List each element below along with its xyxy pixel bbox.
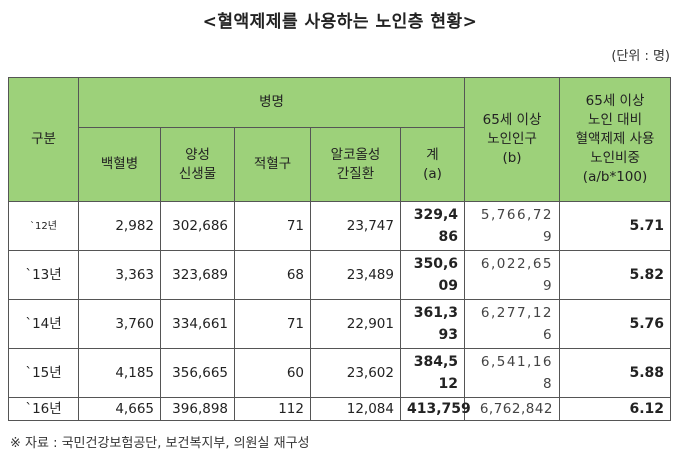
header-elderly-population: 65세 이상 노인인구 (b)	[464, 77, 561, 202]
cell-alcoholic-liver: 12,084	[310, 397, 401, 421]
cell-total: 350,609	[399, 250, 466, 300]
header-ratio: 65세 이상 노인 대비 혈액제제 사용 노인비중 (a/b*100)	[559, 77, 672, 202]
cell-benign-neoplasm: 396,898	[160, 397, 235, 421]
cell-leukemia: 2,982	[78, 201, 161, 251]
table-row: `12년 2,982 302,686 71 23,747 329,486 5,7…	[8, 201, 672, 251]
cell-ratio: 5.76	[559, 299, 672, 349]
header-category: 구분	[8, 77, 79, 202]
cell-population: 6,277,126	[464, 299, 561, 349]
cell-population: 6,022,659	[464, 250, 561, 300]
header-total: 계 (a)	[399, 127, 466, 202]
cell-total: 329,486	[399, 201, 466, 251]
cell-population: 5,766,729	[464, 201, 561, 251]
cell-benign-neoplasm: 323,689	[160, 250, 235, 300]
cell-leukemia: 3,760	[78, 299, 161, 349]
cell-leukemia: 3,363	[78, 250, 161, 300]
header-rbc: 적혈구	[234, 127, 311, 202]
cell-year: `15년	[8, 348, 79, 398]
table-row: `14년 3,760 334,661 71 22,901 361,393 6,2…	[8, 299, 672, 349]
cell-year: `16년	[8, 397, 79, 421]
cell-benign-neoplasm: 302,686	[160, 201, 235, 251]
cell-ratio: 5.88	[559, 348, 672, 398]
cell-year: `14년	[8, 299, 79, 349]
table-row: `15년 4,185 356,665 60 23,602 384,512 6,5…	[8, 348, 672, 398]
header-leukemia: 백혈병	[78, 127, 161, 202]
cell-leukemia: 4,665	[78, 397, 161, 421]
cell-alcoholic-liver: 23,489	[310, 250, 401, 300]
table-row: `16년 4,665 396,898 112 12,084 413,759 6,…	[8, 397, 672, 421]
page-title: <혈액제제를 사용하는 노인층 현황>	[202, 12, 478, 32]
cell-ratio: 6.12	[559, 397, 672, 421]
header-alcoholic-liver: 알코올성 간질환	[310, 127, 401, 202]
cell-benign-neoplasm: 356,665	[160, 348, 235, 398]
cell-total: 361,393	[399, 299, 466, 349]
cell-total: 384,512	[399, 348, 466, 398]
cell-population: 6,762,842	[464, 397, 561, 421]
cell-total: 413,759	[399, 397, 471, 421]
cell-year: `13년	[8, 250, 79, 300]
cell-rbc: 71	[234, 299, 311, 349]
cell-ratio: 5.82	[559, 250, 672, 300]
header-benign-neoplasm: 양성 신생물	[160, 127, 235, 202]
cell-rbc: 112	[234, 397, 311, 421]
header-disease-group: 병명	[77, 77, 466, 128]
unit-label: (단위 : 명)	[611, 49, 670, 64]
cell-alcoholic-liver: 23,602	[310, 348, 401, 398]
source-note: ※ 자료 : 국민건강보험공단, 보건복지부, 의원실 재구성	[10, 436, 310, 451]
table-row: `13년 3,363 323,689 68 23,489 350,609 6,0…	[8, 250, 672, 300]
cell-population: 6,541,168	[464, 348, 561, 398]
cell-leukemia: 4,185	[78, 348, 161, 398]
cell-year: `12년	[8, 201, 79, 251]
cell-alcoholic-liver: 23,747	[310, 201, 401, 251]
cell-ratio: 5.71	[559, 201, 672, 251]
cell-rbc: 68	[234, 250, 311, 300]
cell-rbc: 60	[234, 348, 311, 398]
cell-alcoholic-liver: 22,901	[310, 299, 401, 349]
cell-benign-neoplasm: 334,661	[160, 299, 235, 349]
cell-rbc: 71	[234, 201, 311, 251]
data-table: 구분 병명 65세 이상 노인인구 (b) 65세 이상 노인 대비 혈액제제 …	[8, 77, 672, 421]
